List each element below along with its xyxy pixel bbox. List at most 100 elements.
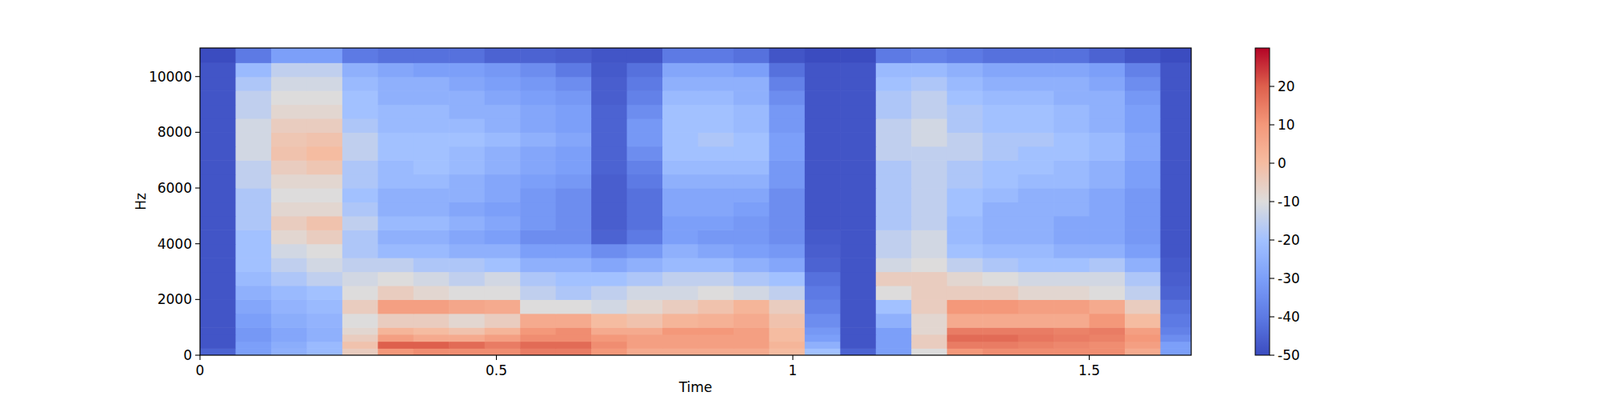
cell	[1124, 188, 1161, 203]
cell	[235, 90, 272, 105]
cell	[1089, 104, 1126, 120]
cell	[1160, 118, 1192, 133]
cell	[911, 90, 948, 105]
cell	[768, 244, 805, 259]
cell	[413, 244, 450, 259]
cell	[342, 327, 379, 335]
cell	[377, 299, 414, 314]
cell	[591, 229, 628, 244]
cell	[342, 313, 379, 328]
cell	[448, 132, 485, 147]
cell	[697, 285, 734, 300]
cell	[1018, 174, 1055, 189]
cell	[947, 348, 984, 356]
y-tick	[195, 187, 200, 188]
cell	[591, 76, 628, 92]
cell	[200, 348, 236, 356]
cell	[947, 146, 984, 161]
cell	[697, 76, 734, 92]
cell	[840, 229, 876, 244]
cell	[1018, 244, 1055, 259]
cell	[947, 285, 984, 300]
cell	[235, 118, 272, 133]
cell	[306, 216, 343, 231]
cell	[1160, 327, 1192, 335]
cell	[271, 285, 308, 300]
cell	[1124, 201, 1161, 216]
cell	[840, 62, 876, 77]
cell	[733, 188, 770, 203]
cell	[697, 90, 734, 105]
colorbar-tick	[1269, 162, 1275, 164]
cell	[1089, 216, 1126, 231]
cell	[733, 201, 770, 216]
cell	[591, 188, 628, 203]
cell	[342, 146, 379, 161]
cell	[1053, 160, 1090, 175]
cell	[982, 90, 1019, 105]
cell	[947, 48, 984, 64]
cell	[484, 201, 521, 216]
cell	[662, 299, 699, 314]
cell	[1124, 146, 1161, 161]
cell	[876, 348, 912, 356]
cell	[306, 104, 343, 120]
cell	[200, 76, 236, 92]
cell	[556, 334, 592, 342]
cell	[1053, 341, 1090, 349]
cell	[947, 160, 984, 175]
cell	[1018, 48, 1055, 64]
cell	[662, 272, 699, 287]
cell	[876, 334, 912, 342]
x-tick	[496, 355, 497, 360]
cell	[342, 257, 379, 272]
cell	[840, 146, 876, 161]
cell	[520, 257, 556, 272]
cell	[1053, 48, 1090, 64]
cell	[448, 272, 485, 287]
cell	[947, 132, 984, 147]
cell	[200, 174, 236, 189]
cell	[840, 132, 876, 147]
x-tick-label: 1.5	[1078, 362, 1100, 379]
cell	[200, 299, 236, 314]
cell	[556, 160, 592, 175]
colorbar-tick	[1269, 124, 1275, 125]
cell	[1089, 90, 1126, 105]
cell	[876, 48, 912, 64]
cell	[520, 104, 556, 120]
cell	[627, 257, 664, 272]
cell	[947, 76, 984, 92]
cell	[377, 244, 414, 259]
cell	[342, 244, 379, 259]
cell	[840, 285, 876, 300]
cell	[200, 146, 236, 161]
cell	[697, 118, 734, 133]
cell	[768, 348, 805, 356]
cell	[556, 216, 592, 231]
cell	[1018, 229, 1055, 244]
cell	[1124, 48, 1161, 64]
cell	[876, 285, 912, 300]
cell	[1124, 229, 1161, 244]
cell	[235, 348, 272, 356]
cell	[377, 334, 414, 342]
cell	[768, 118, 805, 133]
cell	[662, 90, 699, 105]
cell	[556, 132, 592, 147]
cell	[911, 341, 948, 349]
cell	[804, 244, 841, 259]
cell	[1018, 285, 1055, 300]
cell	[733, 160, 770, 175]
cell	[840, 76, 876, 92]
cell	[271, 188, 308, 203]
cell	[768, 285, 805, 300]
cell	[377, 188, 414, 203]
cell	[1089, 188, 1126, 203]
cell	[1124, 62, 1161, 77]
cell	[1124, 90, 1161, 105]
cell	[804, 146, 841, 161]
cell	[413, 334, 450, 342]
cell	[982, 313, 1019, 328]
cell	[271, 174, 308, 189]
